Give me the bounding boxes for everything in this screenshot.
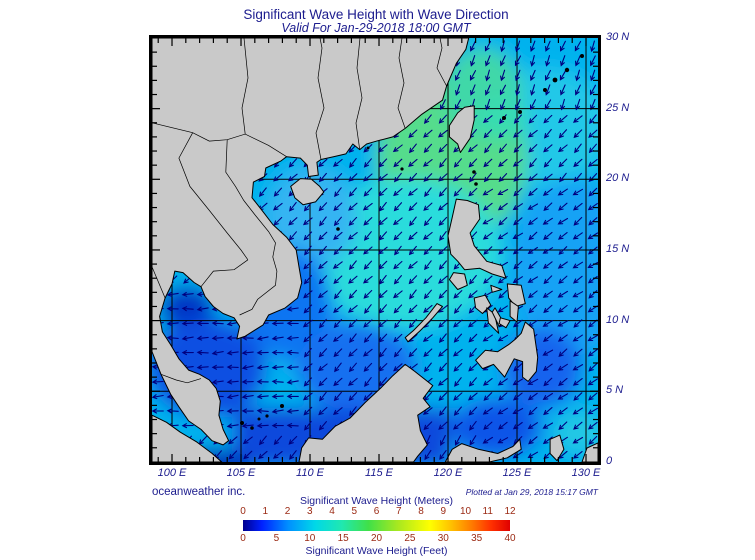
legend-tick: 30 [437,533,449,544]
lat-label: 10 N [606,313,630,326]
legend-tick: 1 [262,506,269,517]
legend-tick: 9 [440,506,447,517]
credit-text: oceanweather inc. [152,486,246,498]
legend-feet-ticks: 0 5 10 15 20 25 30 35 40 [240,533,515,544]
landmass-bohol [498,317,511,329]
lon-label: 110 E [296,467,324,479]
legend-tick: 5 [273,533,280,544]
landmass-asia-mainland [152,38,470,446]
legend-tick: 10 [304,533,316,544]
legend-tick: 15 [337,533,349,544]
legend-tick: 5 [351,506,358,517]
landmass-sumatra [152,414,223,462]
landmass-halmahera [549,434,565,462]
lon-label: 105 E [226,467,256,479]
legend-tick: 35 [471,533,483,544]
country-borders [152,38,447,384]
landmass-masbate [490,284,503,293]
legend-tick: 10 [459,506,472,517]
lat-label: 15 N [606,242,630,255]
chart-subtitle: Valid For Jan-29-2018 18:00 GMT [281,21,471,35]
lat-label: 5 N [606,384,624,397]
wave-map [152,38,598,462]
landmass-mindanao [475,321,539,382]
landmass-layer [152,38,598,462]
lon-label: 130 E [571,467,601,479]
legend-tick: 25 [404,533,416,544]
legend-tick: 12 [504,506,516,517]
chart-title: Significant Wave Height with Wave Direct… [243,7,509,22]
lat-label: 25 N [606,101,630,114]
legend-tick: 0 [240,533,246,544]
lon-label: 125 E [502,467,532,479]
legend-tick: 40 [504,533,516,544]
landmass-hainan [290,178,325,206]
legend-tick: 4 [329,506,335,517]
map-frame [149,35,601,465]
lat-label: 30 N [606,31,630,43]
landmass-palawan [404,303,443,343]
legend-meters-label: Significant Wave Height (Meters) [299,495,454,507]
landmass-taiwan [448,105,475,153]
landmass-mindoro [448,272,468,290]
lat-label: 0 [606,454,613,467]
legend-meters-ticks: 0 1 2 3 4 5 6 7 8 9 10 11 12 [240,506,515,517]
landmass-leyte [509,300,519,323]
landmass-borneo [298,363,434,462]
legend-tick: 11 [482,506,493,517]
legend-tick: 6 [373,506,380,517]
legend-tick: 8 [418,506,424,517]
degree-ticks [152,38,598,462]
landmass-sulawesi [444,438,522,462]
small-islands [240,54,584,430]
lon-label: 120 E [433,467,463,479]
landmass-luzon [447,198,507,279]
lon-label: 115 E [365,467,393,479]
lon-label: 100 E [157,467,187,479]
legend-colorbar [243,520,510,531]
lat-label: 20 N [606,172,630,185]
plotted-timestamp: Plotted at Jan 29, 2018 15:17 GMT [465,487,598,497]
legend-tick: 3 [306,506,313,517]
legend-tick: 20 [370,533,383,544]
landmass-samar [506,283,526,307]
legend-tick: 0 [240,506,246,517]
legend-feet-label: Significant Wave Height (Feet) [305,545,448,557]
legend-tick: 7 [395,506,402,517]
legend-tick: 2 [284,506,291,517]
